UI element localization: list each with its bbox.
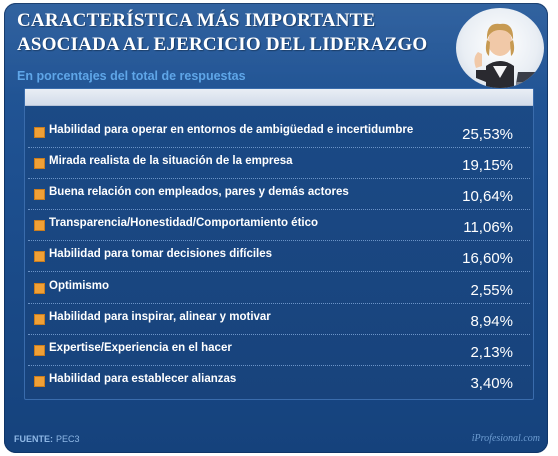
table-row: Buena relación con empleados, pares y de… <box>25 180 533 211</box>
bullet-icon <box>34 344 45 356</box>
row-divider <box>28 147 530 148</box>
source-value: PEC3 <box>56 434 80 444</box>
table-row: Optimismo 2,55% <box>25 274 533 304</box>
bullet-icon <box>34 189 45 201</box>
row-divider <box>28 209 530 211</box>
chart-frame: iProfesional iProfesional CARACTERÍSTICA… <box>4 3 548 453</box>
bullet-icon <box>34 158 45 170</box>
table-row: Habilidad para operar en entornos de amb… <box>25 118 533 148</box>
brand-credit: iProfesional.com <box>471 433 540 444</box>
row-divider <box>28 364 530 366</box>
bullet-icon <box>34 127 45 138</box>
row-value: 8,94% <box>470 312 513 330</box>
table-row: Habilidad para tomar decisiones difícile… <box>25 242 533 273</box>
panel-header-bar <box>25 89 533 106</box>
row-divider <box>28 302 530 304</box>
row-value: 19,15% <box>462 157 513 175</box>
row-value: 25,53% <box>462 126 513 143</box>
row-divider <box>28 240 530 242</box>
table-row: Habilidad para inspirar, alinear y motiv… <box>25 305 533 335</box>
row-label: Expertise/Experiencia en el hacer <box>49 341 232 354</box>
row-value: 11,06% <box>463 219 513 237</box>
table-row: Habilidad para establecer alianzas 3,40% <box>25 367 533 397</box>
row-label: Habilidad para inspirar, alinear y motiv… <box>49 310 271 323</box>
bullet-icon <box>34 220 45 232</box>
row-value: 16,60% <box>462 250 513 268</box>
row-divider <box>28 333 530 335</box>
row-label: Buena relación con empleados, pares y de… <box>49 186 349 199</box>
bullet-icon <box>34 375 45 387</box>
row-label: Habilidad para establecer alianzas <box>49 372 237 385</box>
source-note: FUENTE: PEC3 <box>14 434 80 444</box>
row-label: Habilidad para operar en entornos de amb… <box>49 124 414 136</box>
source-label: FUENTE: <box>14 434 53 444</box>
row-value: 2,55% <box>470 281 513 299</box>
row-value: 3,40% <box>470 374 513 392</box>
businesswoman-photo <box>456 8 544 88</box>
table-row: Mirada realista de la situación de la em… <box>25 149 533 180</box>
bullet-icon <box>34 313 45 325</box>
row-value: 2,13% <box>470 343 513 361</box>
row-label: Habilidad para tomar decisiones difícile… <box>49 248 273 261</box>
row-divider <box>28 178 530 180</box>
row-label: Optimismo <box>49 279 110 292</box>
title-line-1: CARACTERÍSTICA MÁS IMPORTANTE <box>17 10 376 31</box>
bullet-icon <box>34 282 45 294</box>
row-label: Mirada realista de la situación de la em… <box>49 155 293 168</box>
bullet-icon <box>34 251 45 263</box>
row-divider <box>28 271 530 273</box>
row-label: Transparencia/Honestidad/Comportamiento … <box>49 217 319 230</box>
table-row: Expertise/Experiencia en el hacer 2,13% <box>25 336 533 366</box>
chart-title: CARACTERÍSTICA MÁS IMPORTANTE ASOCIADA A… <box>17 9 447 57</box>
chart-subtitle: En porcentajes del total de respuestas <box>17 69 246 83</box>
row-value: 10,64% <box>462 188 513 206</box>
data-panel: Habilidad para operar en entornos de amb… <box>24 88 534 400</box>
title-line-2: ASOCIADA AL EJERCICIO DEL LIDERAZGO <box>17 34 428 55</box>
businesswoman-photo-icon <box>474 23 538 88</box>
table-row: Transparencia/Honestidad/Comportamiento … <box>25 211 533 242</box>
